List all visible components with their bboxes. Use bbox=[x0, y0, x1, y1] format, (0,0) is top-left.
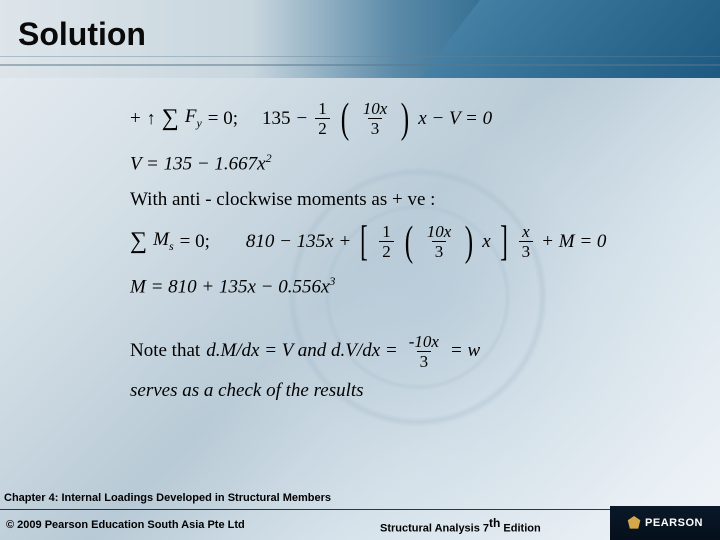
sigma-icon: ∑ bbox=[162, 105, 179, 132]
equation-2: V = 135 − 1.667x2 bbox=[130, 151, 660, 175]
footer-copyright: © 2009 Pearson Education South Asia Pte … bbox=[0, 519, 245, 531]
eq2-text: V = 135 − 1.667x bbox=[130, 153, 266, 174]
up-arrow-icon: ↑ bbox=[147, 108, 156, 129]
equation-1: + ↑ ∑ Fy = 0; 135 − 1 2 ( 10x 3 ) x − V … bbox=[130, 100, 660, 137]
eq3-tail: + M = 0 bbox=[541, 231, 606, 253]
eq1-tail: x − V = 0 bbox=[418, 108, 492, 130]
note-prefix: Note that bbox=[130, 340, 200, 362]
pearson-text: PEARSON bbox=[645, 517, 703, 529]
plus-sign: + bbox=[130, 108, 141, 130]
page-title: Solution bbox=[18, 16, 146, 53]
sigma-icon-2: ∑ bbox=[130, 228, 147, 255]
note-tail: = w bbox=[450, 340, 480, 362]
equation-3: ∑ Ms = 0; 810 − 135x + [ 1 2 ( 10x 3 ) x… bbox=[130, 223, 660, 260]
note-frac: -10x 3 bbox=[406, 333, 442, 370]
equation-block: + ↑ ∑ Fy = 0; 135 − 1 2 ( 10x 3 ) x − V … bbox=[130, 100, 660, 414]
serves-line: serves as a check of the results bbox=[130, 380, 660, 402]
eq1-half: 1 2 bbox=[315, 100, 330, 137]
pearson-mark-icon bbox=[627, 516, 641, 530]
eq3-outer: x 3 bbox=[519, 223, 534, 260]
eq1-inner-frac: 10x 3 bbox=[360, 100, 391, 137]
footer-chapter: Chapter 4: Internal Loadings Developed i… bbox=[4, 492, 331, 504]
eq3-M: M bbox=[153, 229, 169, 250]
eq3-sub-s: s bbox=[169, 239, 174, 253]
eq1-minus: − bbox=[297, 108, 308, 130]
note-dmdx: d.M/dx = V and d.V/dx = bbox=[206, 340, 398, 362]
equation-4: M = 810 + 135x − 0.556x3 bbox=[130, 274, 660, 298]
eq1-eq0: = 0; bbox=[208, 108, 238, 130]
eq3-half: 1 2 bbox=[379, 223, 394, 260]
eq4-text: M = 810 + 135x − 0.556x bbox=[130, 277, 329, 298]
eq4-exp: 3 bbox=[329, 274, 335, 288]
eq3-x: x bbox=[482, 231, 490, 253]
moments-note: With anti - clockwise moments as + ve : bbox=[130, 189, 660, 211]
eq1-const: 135 bbox=[262, 108, 291, 130]
note-line: Note that d.M/dx = V and d.V/dx = -10x 3… bbox=[130, 333, 660, 370]
header-lines bbox=[0, 54, 720, 78]
eq2-exp: 2 bbox=[266, 151, 272, 165]
eq3-inner: 10x 3 bbox=[424, 223, 455, 260]
eq1-sub-y: y bbox=[196, 116, 201, 130]
pearson-logo: PEARSON bbox=[610, 506, 720, 540]
eq3-const: 810 − 135x + bbox=[246, 231, 351, 253]
eq3-eq0: = 0; bbox=[180, 231, 210, 253]
eq1-F: F bbox=[185, 106, 197, 127]
footer-book: Structural Analysis 7th Edition bbox=[380, 516, 541, 535]
